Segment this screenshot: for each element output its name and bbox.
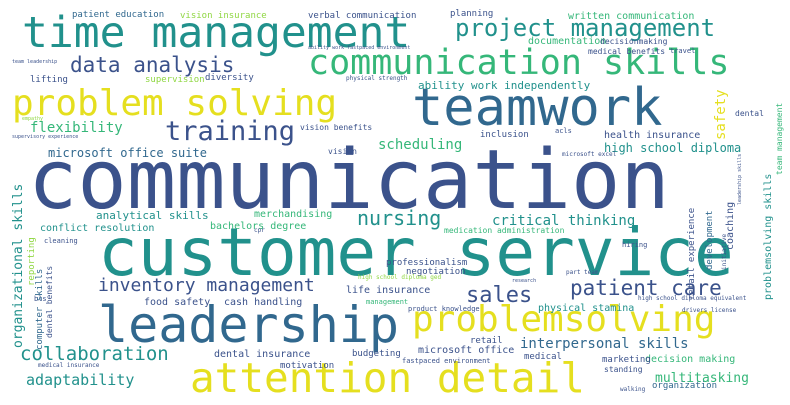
word-travel: travel bbox=[670, 47, 696, 55]
word-attention-detail: attention detail bbox=[190, 354, 585, 402]
word-acls: acls bbox=[555, 127, 572, 135]
word-safety: safety bbox=[713, 89, 729, 140]
word-flexibility: flexibility bbox=[30, 120, 123, 136]
word-product-knowledge: product knowledge bbox=[408, 305, 480, 313]
word-life-insurance: life insurance bbox=[346, 285, 431, 296]
word-management: management bbox=[366, 298, 409, 306]
word-physical-strength: physical strength bbox=[346, 75, 408, 82]
word-medication-administration: medication administration bbox=[444, 226, 565, 235]
word-vision-benefits: vision benefits bbox=[300, 123, 373, 132]
word-lifting: lifting bbox=[30, 75, 68, 85]
word-cash-handling: cash handling bbox=[224, 297, 303, 308]
word-problemsolving-skills: problemsolving skills bbox=[763, 173, 774, 300]
word-motivation: motivation bbox=[280, 361, 335, 371]
word-teamwork: teamwork bbox=[412, 78, 663, 138]
word-decision-making: decision making bbox=[645, 354, 736, 365]
word-dental-insurance: dental insurance bbox=[214, 349, 311, 360]
word-dental-benefits: dental benefits bbox=[45, 265, 54, 338]
word-high-school-diploma-ged: high school diploma ged bbox=[358, 274, 442, 281]
word-bls: bls bbox=[34, 295, 47, 303]
word-health-insurance: health insurance bbox=[604, 130, 701, 141]
word-sales: sales bbox=[466, 283, 533, 308]
word-vision: vision bbox=[328, 147, 357, 156]
word-medical-benefits: medical benefits bbox=[588, 47, 666, 56]
word-organization: organization bbox=[652, 381, 718, 391]
word-drivers-license: drivers license bbox=[682, 307, 737, 314]
word-standing: standing bbox=[604, 365, 643, 374]
word-empathy: empathy bbox=[22, 116, 44, 122]
word-dental: dental bbox=[735, 109, 764, 118]
word-ability-work-independently: ability work independently bbox=[418, 79, 591, 92]
word-retail-experience: retail experience bbox=[687, 207, 697, 300]
word-data-analysis: data analysis bbox=[70, 53, 235, 77]
word-vision-insurance: vision insurance bbox=[180, 11, 267, 21]
word-communication: communication bbox=[28, 133, 670, 228]
word-research: research bbox=[512, 278, 537, 284]
word-retail: retail bbox=[470, 336, 503, 346]
word-hiring: hiring bbox=[622, 241, 648, 249]
word-project-management: project management bbox=[455, 14, 716, 42]
word-communication-skills: communication skills bbox=[308, 43, 730, 83]
word-medical-insurance: medical insurance bbox=[38, 362, 100, 369]
word-microsoft-office: microsoft office bbox=[418, 345, 515, 356]
word-food-safety: food safety bbox=[144, 297, 211, 308]
word-supervision: supervision bbox=[145, 75, 205, 85]
word-walking: walking bbox=[620, 386, 646, 393]
word-reporting: reporting bbox=[27, 237, 37, 286]
word-merchandising: merchandising bbox=[254, 209, 333, 220]
word-leadership: leadership bbox=[98, 296, 400, 354]
word-supervisory-experience: supervisory experience bbox=[12, 134, 79, 140]
word-team-leadership: team leadership bbox=[12, 59, 58, 65]
word-planning: planning bbox=[450, 9, 494, 19]
word-verbal-communication: verbal communication bbox=[308, 11, 417, 21]
word-fastpaced-environment: fastpaced environment bbox=[402, 357, 491, 365]
word-critical-thinking: critical thinking bbox=[492, 213, 636, 229]
word-training: training bbox=[165, 116, 296, 147]
word-computer-skills: computer skills bbox=[35, 268, 45, 350]
word-time-management: time management bbox=[22, 8, 411, 58]
word-initiative: initiative bbox=[721, 233, 728, 270]
word-organizational-skills: organizational skills bbox=[11, 183, 26, 348]
word-budgeting: budgeting bbox=[352, 349, 401, 359]
word-marketing: marketing bbox=[602, 355, 651, 365]
word-diversity: diversity bbox=[205, 73, 254, 83]
word-written-communication: written communication bbox=[568, 11, 695, 22]
word-cpr: cpr bbox=[254, 227, 265, 234]
word-part-team: part team bbox=[566, 269, 599, 276]
word-inclusion: inclusion bbox=[480, 130, 529, 140]
word-patient-education: patient education bbox=[72, 10, 165, 20]
word-nursing: nursing bbox=[357, 206, 442, 230]
word-microsoft-office-suite: microsoft office suite bbox=[48, 146, 207, 160]
word-customer-service: customer service bbox=[98, 214, 734, 291]
word-adaptability: adaptability bbox=[26, 371, 135, 389]
word-leadership-skills: leadership skills bbox=[737, 153, 743, 205]
word-problem-solving: problem solving bbox=[12, 83, 338, 124]
word-team-management: team management bbox=[775, 102, 784, 175]
word-high-school-diploma-equivalent: high school diploma equivalent bbox=[638, 295, 747, 302]
word-negotiation: negotiation bbox=[406, 267, 466, 277]
word-bachelors-degree: bachelors degree bbox=[210, 221, 307, 232]
word-decisionmaking: decisionmaking bbox=[600, 37, 668, 46]
word-analytical-skills: analytical skills bbox=[96, 209, 209, 222]
word-medical: medical bbox=[524, 352, 562, 362]
word-development: development bbox=[705, 210, 715, 270]
word-multitasking: multitasking bbox=[655, 371, 749, 386]
word-interpersonal-skills: interpersonal skills bbox=[520, 336, 689, 352]
word-collaboration: collaboration bbox=[20, 343, 169, 365]
word-patient-care: patient care bbox=[570, 276, 722, 300]
word-scheduling: scheduling bbox=[378, 137, 463, 153]
word-conflict-resolution: conflict resolution bbox=[40, 223, 155, 234]
word-inventory-management: inventory management bbox=[98, 275, 315, 296]
word-problemsolving: problemsolving bbox=[412, 299, 716, 340]
word-documentation: documentation bbox=[528, 36, 607, 47]
word-professionalism: professionalism bbox=[386, 258, 468, 268]
word-physical-stamina: physical stamina bbox=[538, 303, 635, 314]
word-high-school-diploma: high school diploma bbox=[604, 141, 742, 155]
word-microsoft-excel: microsoft excel bbox=[562, 151, 617, 158]
word-cleaning: cleaning bbox=[44, 237, 78, 245]
word-ability-work-fastpaced-environment: ability work fastpaced environment bbox=[308, 45, 411, 51]
